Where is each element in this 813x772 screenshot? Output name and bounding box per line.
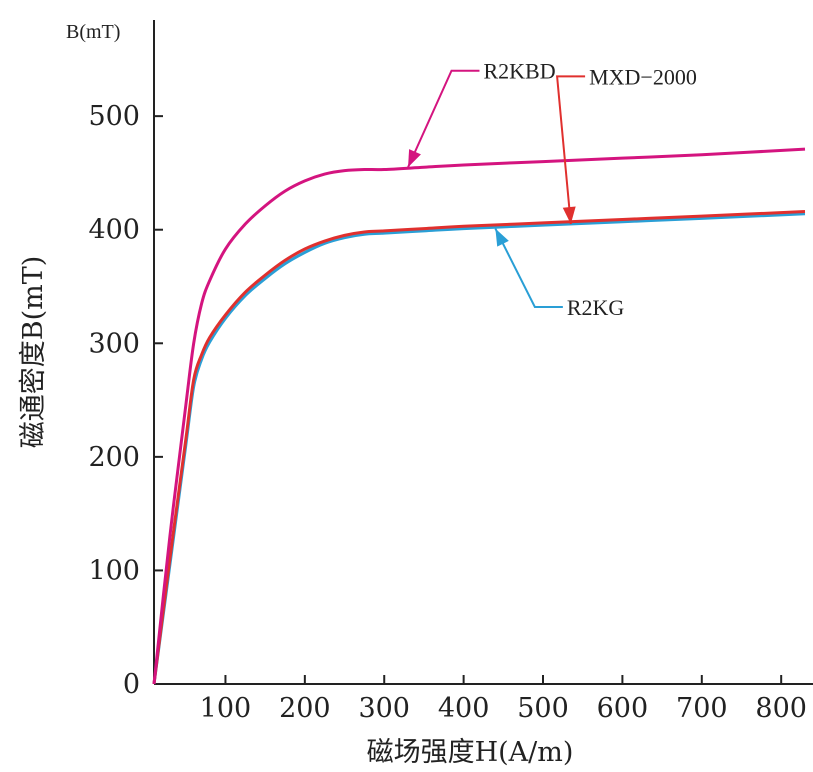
x-ticks: 100 200 300 400 500 600 700 800: [200, 675, 807, 724]
annotation-leader-line: [407, 69, 480, 168]
series-line-r2kbd: [152, 147, 806, 685]
x-tick-label: 300: [358, 693, 410, 724]
x-tick-label: 800: [755, 693, 807, 724]
series-lines: [152, 147, 806, 685]
x-tick-label: 700: [676, 693, 728, 724]
annotation-leader-line: [494, 228, 563, 308]
x-tick-label: 100: [200, 693, 252, 724]
x-tick-label: 600: [597, 693, 649, 724]
axes: [153, 20, 813, 685]
y-tick-label: 100: [88, 555, 140, 586]
series-label: R2KG: [567, 295, 625, 320]
series-line-mxd-2000: [152, 210, 806, 685]
y-tick-label: 500: [88, 101, 140, 132]
annotation-3: R2KG: [494, 228, 625, 320]
x-tick-label: 200: [279, 693, 331, 724]
y-unit-label: B(mT): [66, 21, 120, 43]
annotation-arrowhead: [408, 149, 421, 168]
annotations: R2KBD MXD−2000 R2KG: [407, 59, 697, 320]
x-tick-label: 500: [517, 693, 569, 724]
y-axis-title: 磁通密度B(mT): [18, 256, 49, 449]
y-tick-label: 300: [88, 328, 140, 359]
series-label: R2KBD: [484, 59, 556, 84]
annotation-1: R2KBD: [407, 59, 556, 168]
annotation-arrowhead: [495, 228, 509, 247]
y-ticks: 0 100 200 300 400 500: [88, 101, 163, 700]
annotation-arrowhead: [562, 206, 576, 225]
y-tick-label: 200: [88, 442, 140, 473]
x-tick-label: 400: [438, 693, 490, 724]
y-tick-label: 0: [123, 669, 140, 700]
annotation-leader-line: [555, 75, 586, 225]
y-tick-label: 400: [88, 215, 140, 246]
x-axis-title: 磁场强度H(A/m): [367, 737, 574, 768]
series-label: MXD−2000: [589, 64, 697, 89]
annotation-2: MXD−2000: [555, 64, 697, 225]
